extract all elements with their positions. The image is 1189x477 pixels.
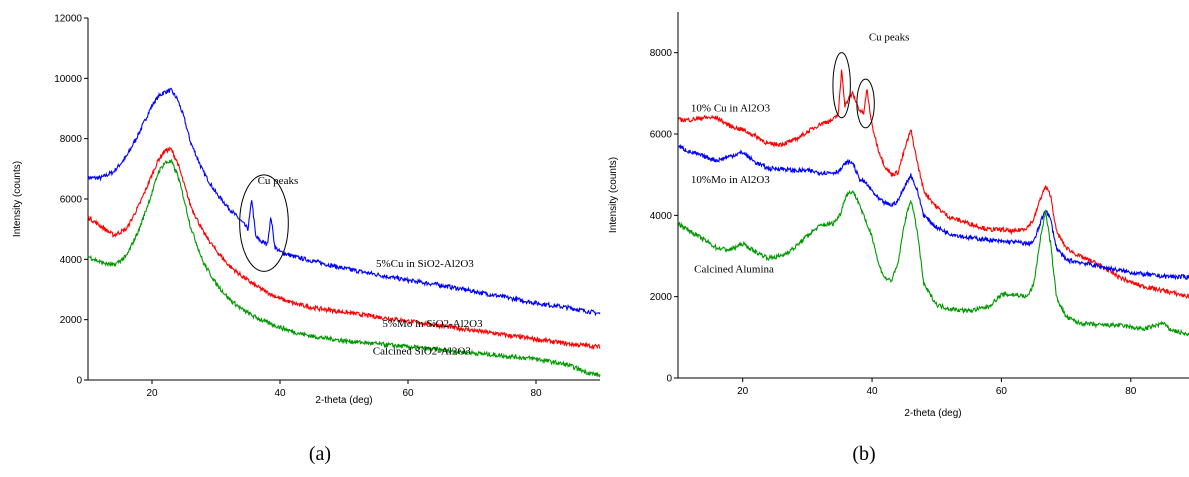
chart-panel-b: 0 2000 4000 6000 8000 20 40 60 80 2-theta (deg) In…: [608, 12, 1189, 465]
annotation-label: 5%Cu in SiO2-Al2O3: [376, 258, 474, 270]
panel-label-a: (a): [309, 443, 331, 465]
x-tick-label: 20: [146, 388, 158, 399]
y-axis-label-a: Intensity (counts): [12, 161, 23, 237]
y-tick-label: 10000: [54, 74, 82, 85]
y-tick-label: 4000: [650, 211, 673, 222]
chart-panel-a: 0 2000 4000 6000 8000 10000 12000 20 40 60 80 2-the…: [12, 14, 601, 465]
y-tick-label: 12000: [54, 14, 82, 25]
x-tick-label: 40: [866, 386, 878, 397]
y-tick-label: 0: [666, 374, 672, 385]
x-tick-label: 80: [1125, 386, 1137, 397]
series-line-b-1: [678, 143, 1189, 281]
annotation-label: Calcined Alumina: [694, 263, 774, 275]
series-line-a-2: [87, 158, 601, 378]
x-tick-label: 60: [996, 386, 1008, 397]
annotation-label: 5%Mo in SiO2-Al2O3: [382, 318, 483, 330]
x-tick-label: 80: [530, 388, 542, 399]
series-line-a-0: [87, 87, 601, 317]
x-axis-label-a: 2-theta (deg): [315, 395, 372, 406]
annotation-label: 10% Cu in Al2O3: [691, 103, 771, 115]
panel-label-b: (b): [852, 443, 875, 465]
x-axis-label-b: 2-theta (deg): [904, 408, 961, 419]
series-line-a-1: [87, 146, 601, 351]
annotation-label: Cu peaks: [258, 175, 299, 187]
cu-peak-circle: [856, 78, 875, 129]
y-tick-label: 6000: [650, 130, 673, 141]
y-tick-label: 2000: [650, 292, 673, 303]
cu-peak-circle: [239, 174, 289, 272]
x-tick-label: 20: [737, 386, 749, 397]
annotation-label: 10%Mo in Al2O3: [691, 174, 770, 186]
y-tick-label: 4000: [60, 255, 83, 266]
y-tick-label: 2000: [60, 315, 83, 326]
y-axis-label-b: Intensity (counts): [608, 157, 619, 233]
cu-peak-circle: [832, 52, 851, 119]
annotation-label: Cu peaks: [869, 31, 910, 43]
y-tick-label: 8000: [60, 134, 83, 145]
annotation-label: Calcined SiO2-Al2O3: [373, 345, 472, 357]
y-tick-label: 0: [76, 376, 82, 387]
y-tick-label: 8000: [650, 48, 673, 59]
x-tick-label: 40: [274, 388, 286, 399]
x-tick-label: 60: [402, 388, 414, 399]
y-tick-label: 6000: [60, 195, 83, 206]
series-line-b-2: [677, 189, 1189, 337]
